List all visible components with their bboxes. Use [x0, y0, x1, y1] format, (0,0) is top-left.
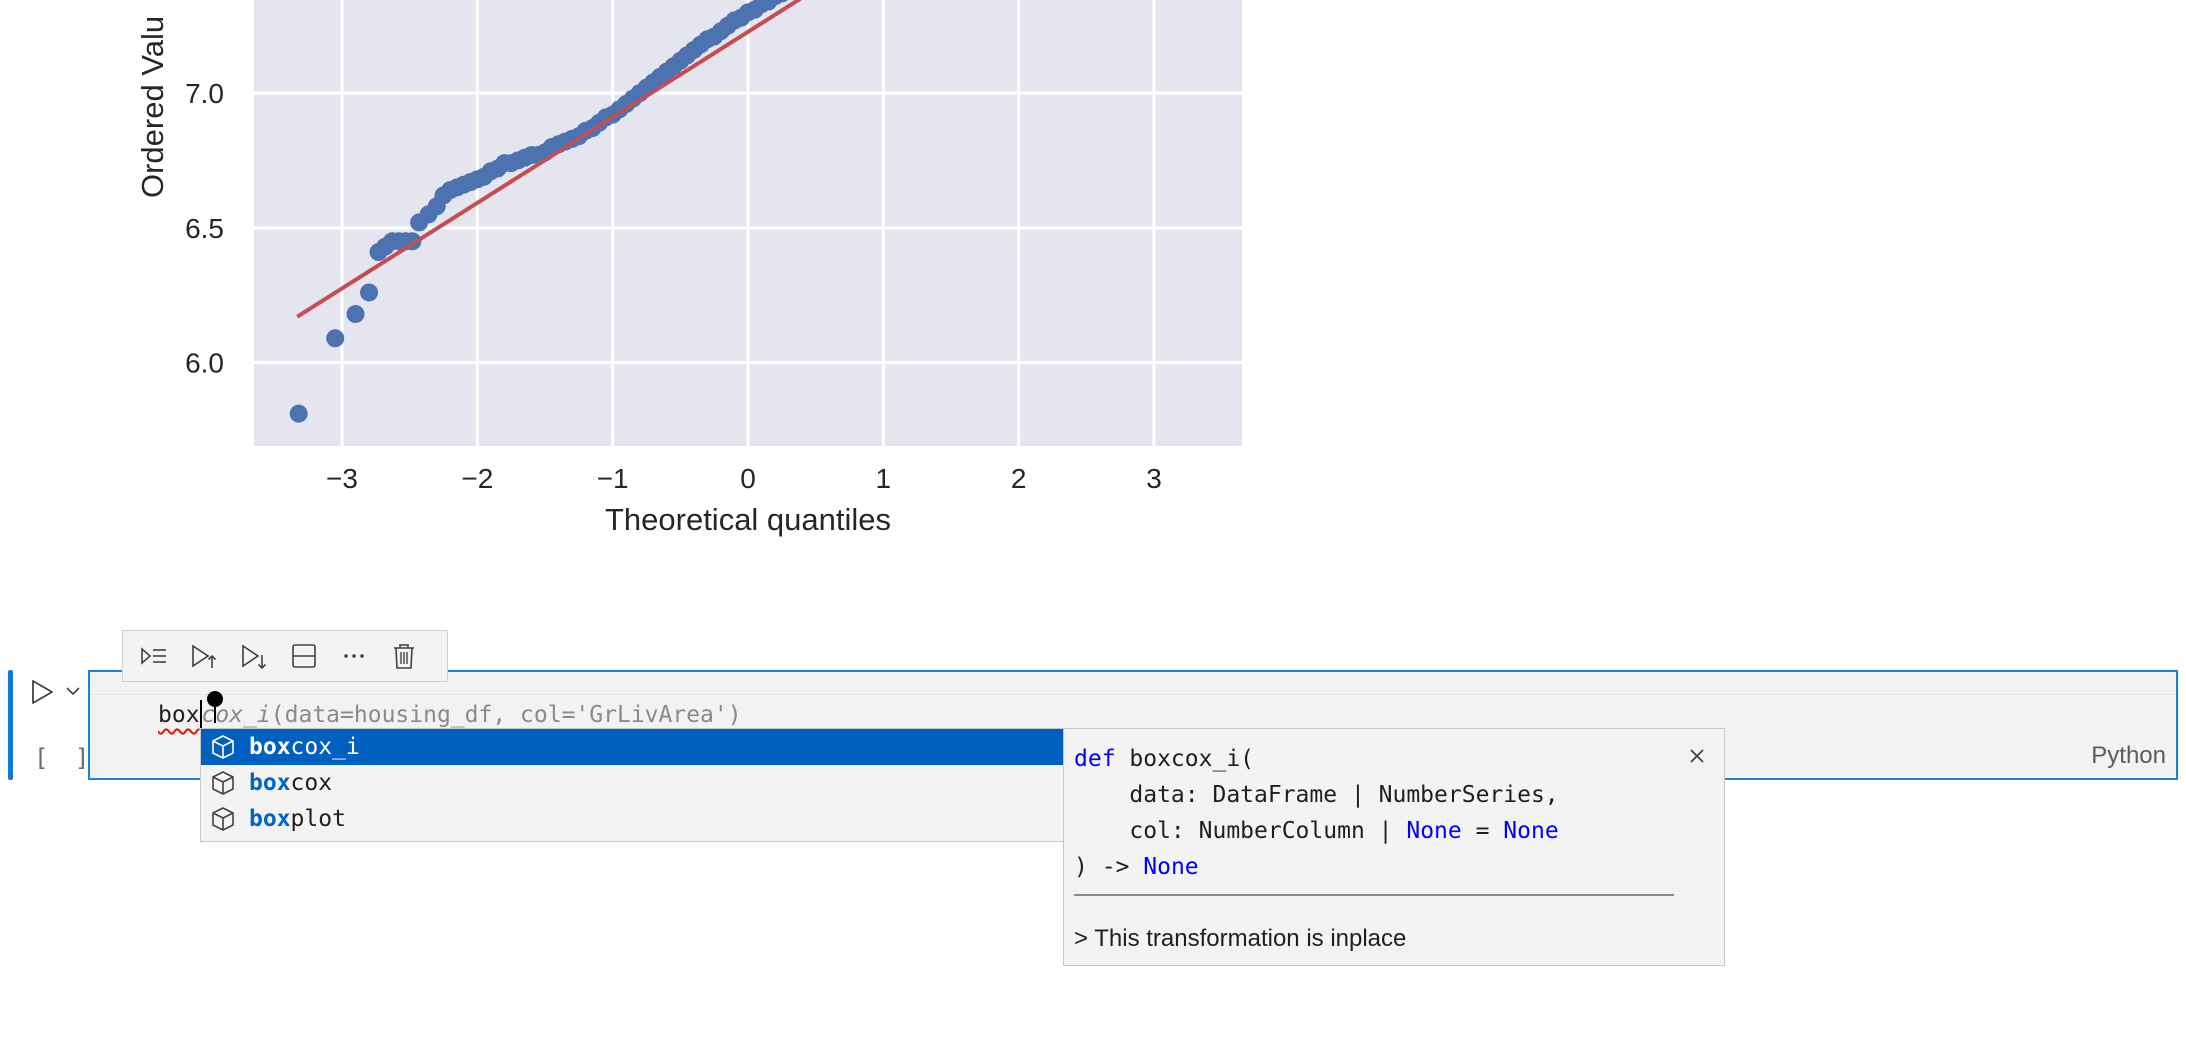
x-tick-label: −1: [597, 463, 629, 494]
x-tick-label: −3: [326, 463, 358, 494]
suggestion-item[interactable]: box cox_i: [201, 729, 1063, 765]
details-description: > This transformation is inplace: [1074, 925, 1407, 952]
x-tick-label: 0: [740, 463, 756, 494]
run-cell-button[interactable]: [24, 674, 60, 710]
cube-icon: [209, 805, 237, 833]
data-point: [346, 305, 365, 324]
fit-line-overlay: [296, 0, 802, 319]
suggestion-details-panel: def boxcox_i( data: DataFrame | NumberSe…: [1063, 728, 1725, 966]
x-tick-label: 3: [1146, 463, 1162, 494]
y-tick-label: 6.5: [185, 213, 224, 244]
inline-suggestion-args: (data=housing_df, col='GrLivArea'): [270, 702, 742, 728]
suggestion-match: box: [249, 770, 291, 796]
more-actions-button[interactable]: [331, 635, 377, 677]
split-cell-button[interactable]: [281, 635, 327, 677]
y-tick-label: 7.0: [185, 78, 224, 109]
x-axis-label: Theoretical quantiles: [605, 502, 891, 537]
typed-text: box: [158, 702, 200, 728]
trash-icon: [394, 644, 414, 669]
text-caret: [199, 700, 202, 728]
close-details-button[interactable]: [1684, 743, 1710, 769]
close-icon: [1690, 749, 1704, 763]
text-cursor-icon: [207, 691, 223, 723]
execution-count: [ ]: [34, 744, 96, 772]
execute-below-button[interactable]: [231, 635, 277, 677]
active-cell-indicator: [8, 670, 13, 780]
y-axis-label: Ordered Valu: [135, 16, 170, 198]
function-signature: def boxcox_i( data: DataFrame | NumberSe…: [1074, 746, 1559, 880]
suggestion-rest: cox: [290, 770, 333, 796]
data-point: [775, 0, 789, 3]
data-point: [326, 329, 345, 348]
suggestion-rest: plot: [290, 806, 346, 832]
run-by-line-button[interactable]: [131, 635, 177, 677]
chevron-down-icon: [66, 687, 80, 696]
execute-below-icon: [242, 644, 267, 670]
play-icon: [32, 680, 53, 704]
y-tick-label: 6.0: [185, 347, 224, 378]
x-tick-label: −2: [461, 463, 493, 494]
code-line[interactable]: boxcox_i(data=housing_df, col='GrLivArea…: [158, 698, 742, 732]
run-by-line-icon: [141, 647, 166, 665]
x-tick-label: 1: [876, 463, 892, 494]
autocomplete-list: box cox_i box cox box plot: [200, 728, 1064, 842]
qq-plot: −3 −2 −1 0 1 2 3 6.0 6.5 7.0 Theoretical quantiles…: [135, 0, 1242, 537]
x-tick-label: 2: [1011, 463, 1027, 494]
execute-above-button[interactable]: [181, 635, 227, 677]
cube-icon: [209, 769, 237, 797]
suggestion-item[interactable]: box cox: [201, 765, 1063, 801]
data-point: [289, 404, 308, 423]
suggestion-item[interactable]: box plot: [201, 801, 1063, 837]
suggestion-rest: cox_i: [290, 734, 360, 760]
run-options-button[interactable]: [62, 680, 84, 702]
cell-toolbar: [122, 630, 448, 682]
data-point: [360, 283, 379, 302]
ellipsis-icon: [344, 654, 364, 658]
delete-cell-button[interactable]: [381, 635, 427, 677]
split-cell-icon: [292, 644, 316, 668]
execute-above-icon: [192, 644, 217, 668]
suggestion-match: box: [249, 806, 291, 832]
cell-language-label[interactable]: Python: [2091, 742, 2166, 769]
details-separator: [1074, 894, 1674, 896]
suggestion-match: box: [249, 734, 291, 760]
cube-icon: [209, 733, 237, 761]
editor-line-separator: [90, 694, 2176, 695]
